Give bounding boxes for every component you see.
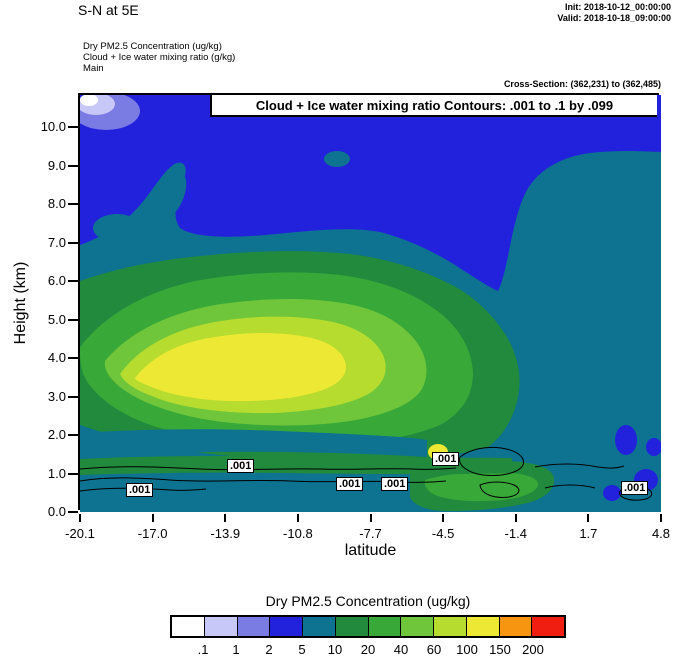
y-tick-label: 10.0 [40, 119, 66, 134]
colorbar-cell [499, 617, 533, 636]
cross-section-label: Cross-Section: (362,231) to (362,485) [503, 79, 661, 89]
colorbar-cell [401, 617, 434, 636]
contour-label: .001 [227, 459, 255, 473]
colorbar-tick-label: 20 [360, 642, 376, 657]
colorbar-cell [172, 617, 205, 636]
y-tick-mark [68, 472, 78, 475]
colorbar-cell [368, 617, 402, 636]
colorbar-cell [532, 617, 564, 636]
y-axis-label: Height (km) [12, 261, 29, 345]
colorbar-tick-label: 60 [426, 642, 442, 657]
x-tick-label: -20.1 [65, 526, 95, 541]
x-tick-label: -13.9 [210, 526, 241, 541]
x-tick-label: 4.8 [651, 526, 671, 541]
cloud-ice-contour-lines [80, 446, 653, 501]
contour-banner: Cloud + Ice water mixing ratio Contours:… [210, 95, 657, 117]
y-tick-mark [68, 357, 78, 359]
cross-section-plot [80, 95, 661, 512]
x-tick-mark [296, 514, 299, 522]
model-times: Init: 2018-10-12_00:00:00 Valid: 2018-10… [557, 2, 671, 24]
x-tick-mark [224, 514, 227, 522]
contour-label: .001 [621, 481, 649, 495]
colorbar [170, 615, 566, 638]
x-tick-mark [587, 514, 590, 522]
x-tick-mark [151, 514, 154, 522]
colorbar-tick-label: 100 [456, 642, 478, 657]
colorbar-cell [270, 617, 303, 636]
colorbar-cell [204, 617, 238, 636]
y-tick-label: 9.0 [47, 157, 66, 173]
y-tick-mark [68, 395, 78, 398]
colorbar-tick-label: 150 [489, 642, 511, 657]
y-tick-mark [68, 434, 78, 436]
y-tick-mark [68, 318, 78, 321]
page-title: S-N at 5E [78, 2, 139, 18]
colorbar-cell [335, 617, 369, 636]
colorbar-tick-labels: .1 1 2 5 10 20 40 60 100 150 200 [170, 642, 566, 658]
x-tick-label: 1.7 [579, 526, 598, 541]
colorbar-title: Dry PM2.5 Concentration (ug/kg) [265, 593, 471, 609]
colorbar-cell [434, 617, 467, 636]
x-tick-label: -10.8 [283, 526, 313, 541]
colorbar-tick-label: 200 [522, 642, 544, 657]
x-tick-label: -7.7 [359, 526, 382, 541]
x-axis-label: latitude [344, 542, 397, 559]
x-tick-mark [369, 514, 372, 522]
contour-label: .001 [336, 477, 364, 491]
colorbar-cell [303, 617, 336, 636]
x-tick-label: -4.5 [431, 526, 455, 541]
colorbar-cell [466, 617, 500, 636]
field-list: Dry PM2.5 Concentration (ug/kg) Cloud + … [83, 41, 235, 74]
contour-label: .001 [381, 477, 409, 491]
y-tick-mark [68, 241, 78, 244]
y-tick-label: 2.0 [47, 427, 66, 442]
y-tick-mark [68, 164, 78, 167]
field-line-2: Cloud + Ice water mixing ratio (g/kg) [83, 52, 236, 63]
contour-label: .001 [126, 483, 154, 497]
y-tick-label: 0.0 [47, 504, 66, 519]
x-tick-mark [442, 514, 445, 522]
x-tick-mark [514, 514, 517, 522]
y-tick-label: 1.0 [47, 465, 66, 481]
x-tick-label: -17.0 [137, 526, 168, 541]
colorbar-cell [237, 617, 271, 636]
colorbar-tick-label: 40 [393, 642, 409, 657]
colorbar-tick-label: 2 [265, 642, 273, 657]
colorbar-tick-label: 10 [327, 642, 343, 657]
field-line-1: Dry PM2.5 Concentration (ug/kg) [83, 41, 222, 52]
valid-time: Valid: 2018-10-18_09:00:00 [557, 13, 671, 23]
colorbar-tick-label: 5 [298, 642, 306, 657]
plot-area: Cloud + Ice water mixing ratio Contours:… [78, 93, 661, 512]
pm25-filled-contours [80, 95, 661, 512]
contour-label: .001 [432, 452, 460, 466]
colorbar-tick-label: .1 [197, 642, 209, 657]
x-tick-mark [79, 514, 81, 522]
x-tick-mark [660, 514, 662, 522]
y-tick-mark [68, 126, 78, 128]
init-time: Init: 2018-10-12_00:00:00 [564, 2, 671, 12]
x-tick-label: -1.4 [504, 526, 527, 541]
y-tick-mark [68, 280, 78, 282]
y-tick-mark [68, 203, 78, 205]
colorbar-tick-label: 1 [232, 642, 240, 657]
field-line-3: Main [83, 63, 104, 74]
y-tick-mark [68, 511, 78, 513]
